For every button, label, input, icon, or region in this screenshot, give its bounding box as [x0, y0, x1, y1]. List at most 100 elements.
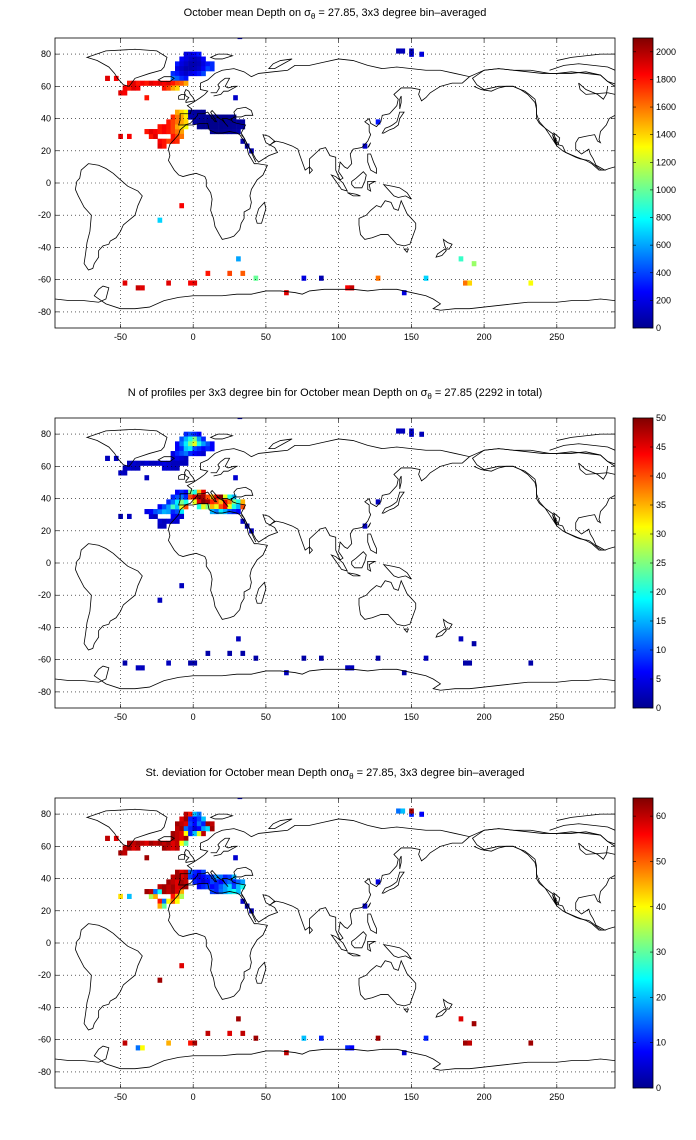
data-cell: [122, 845, 128, 851]
data-cell: [471, 641, 477, 647]
data-cell: [196, 56, 202, 62]
data-cell: [209, 884, 215, 890]
data-cell: [179, 509, 185, 515]
data-cell: [170, 884, 176, 890]
colorbar: 0 200 400 600 800 1000 1200 1400 1600 1800 2000: [632, 37, 676, 333]
data-cell: [175, 71, 180, 77]
data-cell: [236, 129, 241, 135]
data-cell: [223, 504, 228, 510]
data-cell: [301, 275, 307, 281]
data-cell: [153, 133, 158, 139]
data-cell: [161, 845, 167, 851]
data-cell: [284, 670, 289, 676]
x-tick-label: 0: [191, 1092, 196, 1102]
data-cell: [201, 114, 206, 120]
data-cell: [196, 874, 202, 880]
data-cell: [400, 428, 406, 434]
data-cell: [170, 504, 176, 510]
data-cell: [170, 451, 176, 457]
y-tick-label: 60: [41, 81, 51, 91]
data-cell: [205, 504, 211, 510]
data-cell: [131, 85, 137, 91]
data-cell: [188, 71, 193, 77]
data-cell: [179, 460, 185, 466]
data-cell: [122, 660, 128, 666]
title-prefix: October mean Depth on: [184, 7, 304, 19]
data-cell: [188, 56, 193, 62]
data-cell: [170, 460, 176, 466]
x-tick-label: 100: [331, 712, 346, 722]
data-cell: [118, 90, 123, 96]
data-cell: [157, 518, 163, 524]
data-cell: [192, 489, 198, 495]
data-cell: [175, 898, 180, 904]
data-cell: [209, 61, 215, 67]
data-cell: [375, 879, 381, 885]
data-cell: [166, 1040, 171, 1046]
data-cell: [192, 494, 198, 500]
data-cell: [118, 513, 123, 519]
data-cell: [179, 71, 185, 77]
x-tick-label: -50: [114, 332, 127, 342]
data-cell: [127, 133, 132, 139]
data-cell: [201, 71, 206, 77]
data-cell: [201, 489, 206, 495]
data-cell: [192, 821, 198, 827]
data-cell: [183, 835, 189, 841]
map-panel-3: St. deviation for October mean Depth onσ…: [38, 767, 666, 1102]
y-tick-label: 0: [46, 938, 51, 948]
data-cell: [170, 80, 176, 86]
data-cell: [140, 460, 145, 466]
data-cell: [423, 1035, 429, 1041]
data-cell: [236, 889, 241, 895]
data-cell: [161, 509, 167, 515]
data-cell: [161, 504, 167, 510]
data-cell: [192, 446, 198, 452]
data-cell: [192, 66, 198, 72]
data-cell: [188, 1040, 193, 1046]
data-cells: [105, 418, 534, 676]
data-cell: [131, 845, 137, 851]
data-cell: [214, 504, 219, 510]
data-cell: [192, 874, 198, 880]
colorbar-tick-label: 1600: [656, 102, 676, 112]
data-cell: [375, 1035, 381, 1041]
data-cell: [192, 114, 198, 120]
title-prefix: St. deviation for October mean Depth on: [145, 767, 342, 779]
data-cell: [148, 513, 154, 519]
colorbar-tick-label: 5: [656, 674, 661, 684]
data-cell: [223, 119, 228, 125]
data-cell: [179, 831, 185, 837]
data-cell: [192, 56, 198, 62]
data-cell: [166, 504, 171, 510]
data-cell: [233, 855, 238, 861]
data-cell: [179, 489, 185, 495]
coastlines: [55, 428, 615, 691]
data-cell: [201, 874, 206, 880]
data-cell: [205, 499, 211, 505]
gridlines: [55, 418, 615, 708]
data-cell: [170, 119, 176, 125]
sigma-subscript: θ: [349, 772, 354, 781]
data-cell: [157, 217, 163, 223]
colorbar-tick-label: 40: [656, 902, 666, 912]
data-cell: [179, 835, 185, 841]
data-cell: [196, 821, 202, 827]
data-cell: [183, 75, 189, 81]
data-cell: [236, 499, 241, 505]
y-tick-label: -80: [38, 687, 51, 697]
data-cell: [179, 963, 185, 969]
data-cell: [227, 124, 233, 130]
data-cell: [105, 75, 110, 81]
data-cell: [467, 1040, 473, 1046]
data-cell: [196, 109, 202, 115]
data-cell: [157, 143, 163, 149]
data-cell: [223, 129, 228, 135]
sigma-subscript: θ: [311, 12, 316, 21]
data-cell: [148, 129, 154, 135]
data-cell: [166, 840, 171, 846]
axis-ticks: -50 0 50 100 150 200 250 -80 -60 -40 -20 0 20 40 60 80: [38, 38, 615, 342]
data-cell: [148, 893, 154, 899]
data-cell: [183, 869, 189, 875]
data-cell: [175, 518, 180, 524]
